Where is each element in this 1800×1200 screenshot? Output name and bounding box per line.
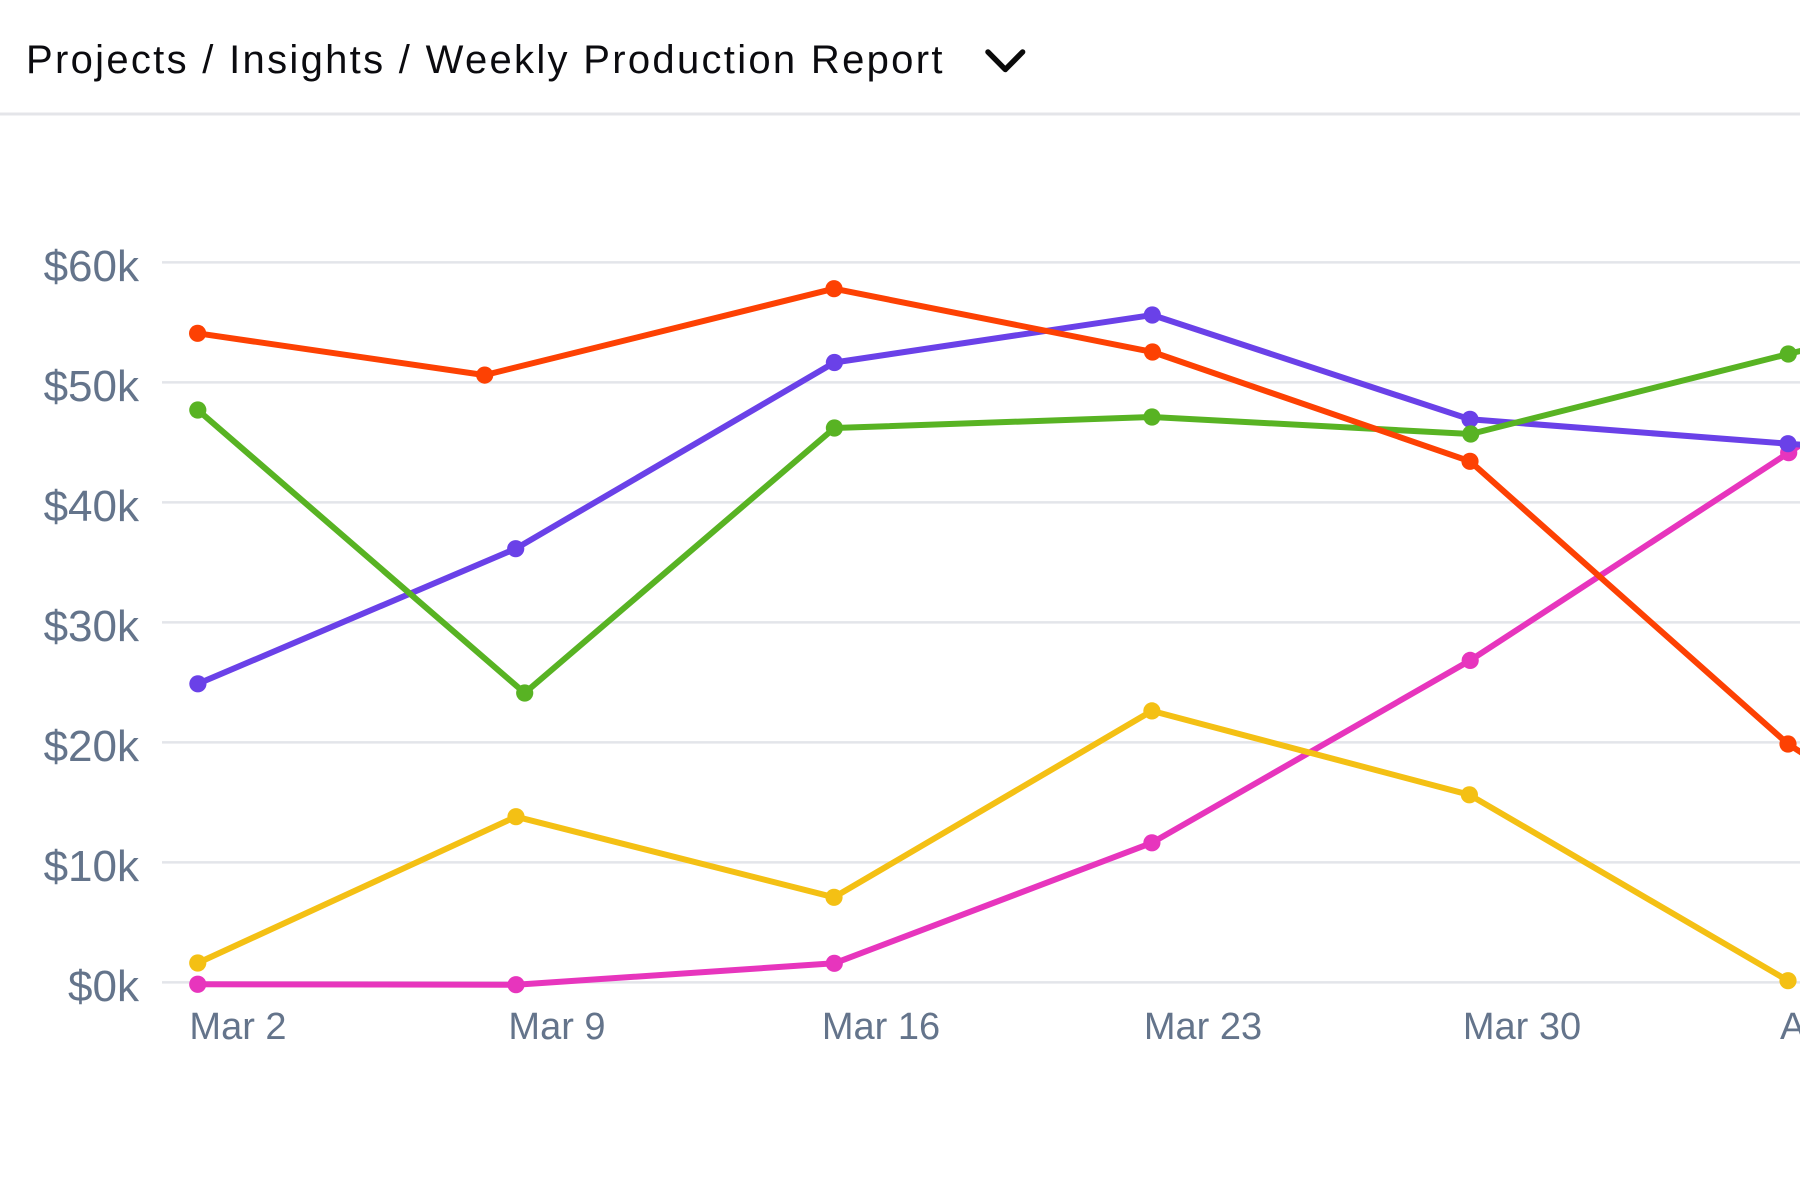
svg-text:Mar 23: Mar 23 (1144, 1006, 1262, 1048)
svg-text:Mar 2: Mar 2 (189, 1006, 286, 1048)
svg-text:Mar 30: Mar 30 (1463, 1006, 1581, 1048)
svg-text:Mar 16: Mar 16 (822, 1006, 940, 1048)
svg-text:$50k: $50k (44, 362, 140, 411)
svg-text:$20k: $20k (44, 722, 140, 771)
svg-text:Projects / Insights / Weekly P: Projects / Insights / Weekly Production … (26, 38, 945, 82)
svg-text:$30k: $30k (44, 602, 140, 651)
svg-text:$0k: $0k (68, 962, 140, 1011)
svg-text:Apr 6: Apr 6 (1780, 1006, 1800, 1048)
svg-text:$10k: $10k (44, 842, 140, 891)
svg-text:$60k: $60k (44, 242, 140, 291)
svg-text:$40k: $40k (44, 482, 140, 531)
svg-text:Mar 9: Mar 9 (508, 1006, 605, 1048)
